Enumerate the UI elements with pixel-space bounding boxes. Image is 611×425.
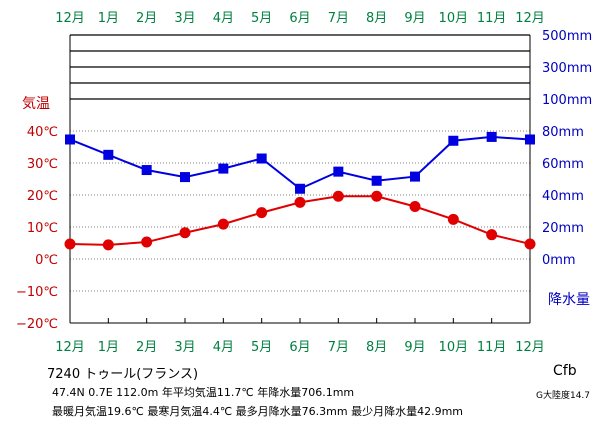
month-label-bottom: 9月 xyxy=(404,340,425,355)
month-label-bottom: 12月 xyxy=(55,340,85,355)
precipitation-point xyxy=(333,166,344,177)
temperature-point xyxy=(409,201,421,213)
precipitation-point xyxy=(448,135,459,146)
month-label-top: 6月 xyxy=(289,11,310,26)
month-label-top: 12月 xyxy=(515,11,545,26)
month-label-top: 3月 xyxy=(174,11,195,26)
temperature-tick-label: 20℃ xyxy=(27,189,58,204)
precipitation-point xyxy=(371,175,382,186)
month-label-bottom: 11月 xyxy=(477,340,507,355)
precipitation-point xyxy=(525,134,535,145)
temperature-point xyxy=(179,227,191,239)
precipitation-point xyxy=(486,131,497,142)
month-label-top: 12月 xyxy=(55,11,85,26)
temperature-tick-label: 40℃ xyxy=(27,125,58,140)
temperature-point xyxy=(486,229,498,241)
month-label-bottom: 7月 xyxy=(328,340,349,355)
month-label-bottom: 2月 xyxy=(136,340,157,355)
month-label-top: 10月 xyxy=(439,11,469,26)
month-label-bottom: 12月 xyxy=(515,340,545,355)
temperature-point xyxy=(294,196,306,208)
month-label-bottom: 10月 xyxy=(439,340,469,355)
month-label-top: 1月 xyxy=(98,11,119,26)
temperature-point xyxy=(371,190,383,202)
temperature-tick-label: 0℃ xyxy=(35,253,58,268)
month-label-top: 11月 xyxy=(477,11,507,26)
temperature-point xyxy=(217,218,229,230)
precipitation-point xyxy=(218,163,229,174)
temperature-point xyxy=(524,238,536,250)
month-label-top: 2月 xyxy=(136,11,157,26)
precipitation-tick-label: 300mm xyxy=(542,61,592,76)
temperature-point xyxy=(64,238,76,250)
precipitation-point xyxy=(410,171,420,182)
temperature-tick-label: 10℃ xyxy=(27,221,58,236)
precipitation-tick-label: 500mm xyxy=(542,29,592,44)
temperature-tick-label: −20℃ xyxy=(16,317,58,332)
precipitation-tick-label: 0mm xyxy=(542,253,576,268)
precipitation-tick-label: 100mm xyxy=(542,93,592,108)
month-label-bottom: 6月 xyxy=(289,340,310,355)
temperature-tick-label: 30℃ xyxy=(27,157,58,172)
precipitation-axis-label: 降水量 xyxy=(548,292,590,308)
precipitation-point xyxy=(256,153,267,164)
precipitation-point xyxy=(65,134,75,145)
month-label-top: 5月 xyxy=(251,11,272,26)
temperature-point xyxy=(141,236,153,248)
precipitation-tick-label: 80mm xyxy=(542,125,584,140)
temperature-point xyxy=(256,207,268,219)
temperature-axis-label: 気温 xyxy=(22,96,50,112)
month-label-bottom: 5月 xyxy=(251,340,272,355)
precipitation-point xyxy=(180,172,190,183)
temperature-point xyxy=(102,239,114,251)
temperature-tick-label: −10℃ xyxy=(16,285,58,300)
precipitation-tick-label: 20mm xyxy=(542,221,584,236)
month-label-bottom: 3月 xyxy=(174,340,195,355)
precipitation-point xyxy=(103,149,114,160)
precipitation-tick-label: 60mm xyxy=(542,157,584,172)
precipitation-point xyxy=(141,165,152,176)
temperature-point xyxy=(447,213,459,225)
month-label-top: 4月 xyxy=(213,11,234,26)
temperature-point xyxy=(332,190,344,202)
month-label-top: 7月 xyxy=(328,11,349,26)
month-label-bottom: 4月 xyxy=(213,340,234,355)
month-label-top: 8月 xyxy=(366,11,387,26)
month-label-bottom: 1月 xyxy=(98,340,119,355)
month-label-bottom: 8月 xyxy=(366,340,387,355)
precipitation-tick-label: 40mm xyxy=(542,189,584,204)
precipitation-point xyxy=(295,183,305,194)
month-label-top: 9月 xyxy=(404,11,425,26)
